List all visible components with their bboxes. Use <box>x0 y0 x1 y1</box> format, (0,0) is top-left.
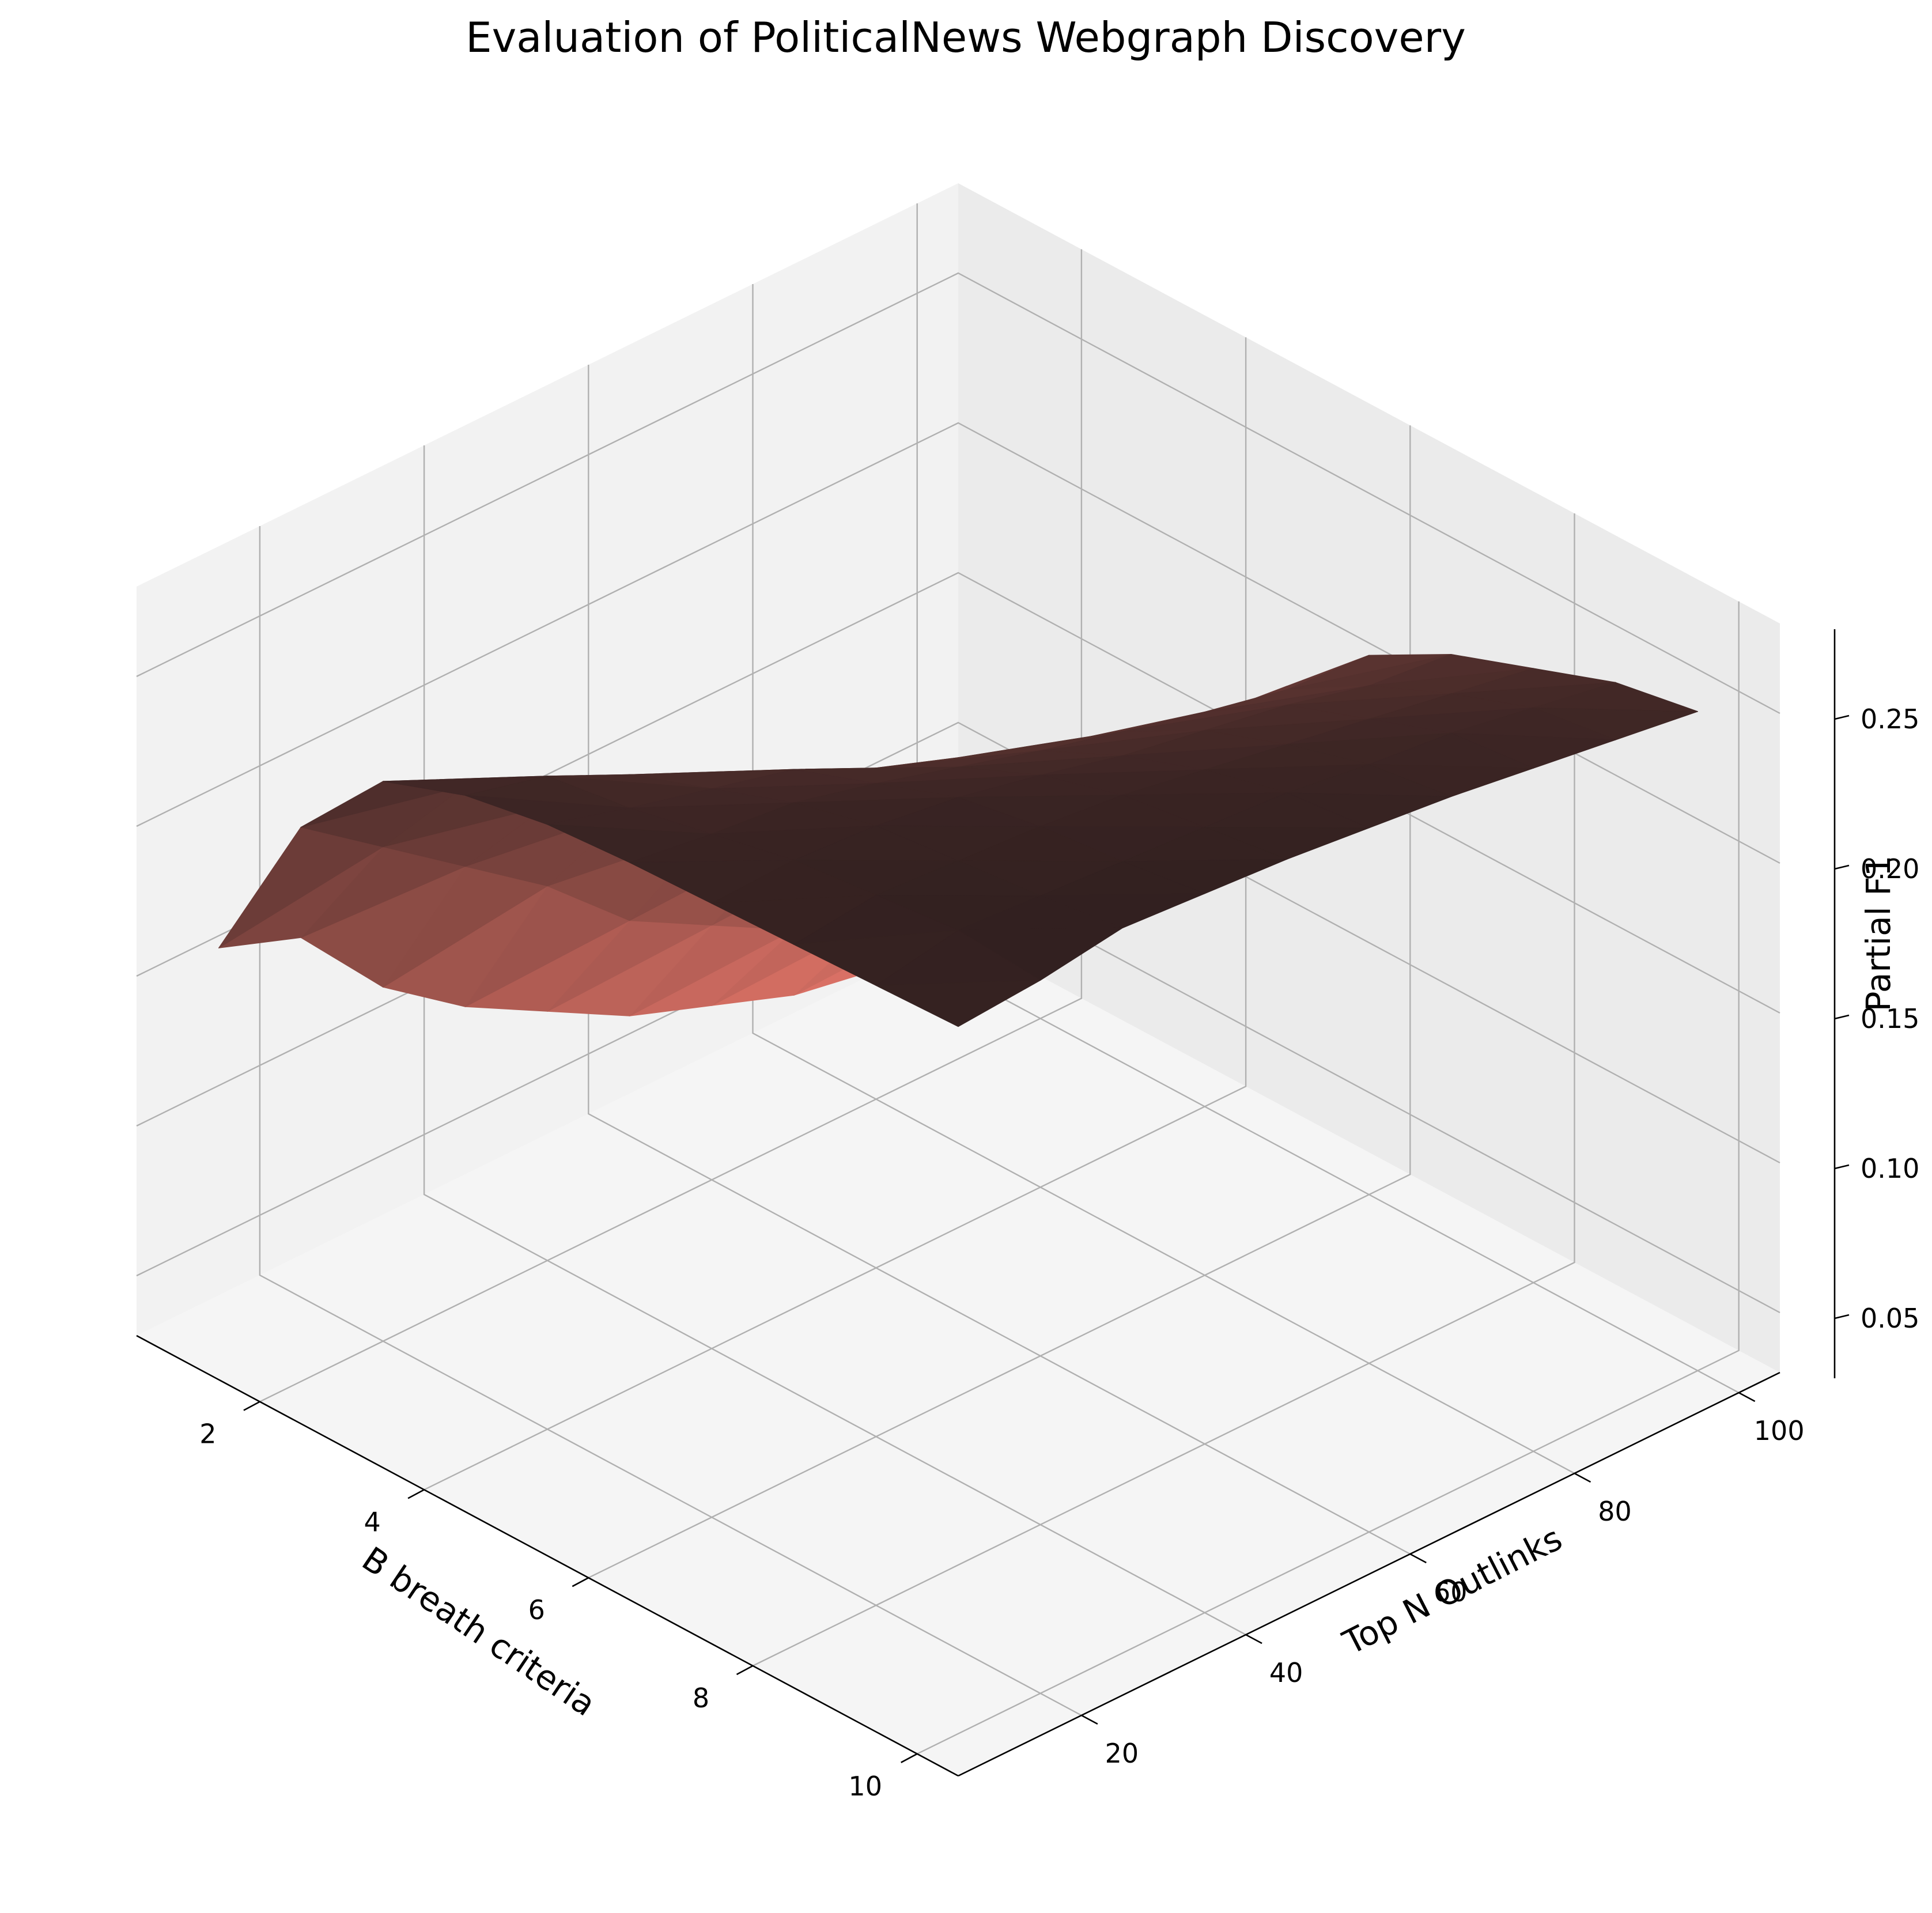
floor-pane <box>137 932 1780 1776</box>
x-gridline <box>259 249 1083 1402</box>
z-gridline <box>136 272 1780 714</box>
y-gridline <box>259 526 1082 1717</box>
y-tick-label: 100 <box>1754 1415 1805 1446</box>
z-tick-label: 0.25 <box>1861 704 1919 735</box>
x-gridline <box>917 601 1740 1755</box>
z-tick-label: 0.10 <box>1861 1153 1919 1184</box>
y-axis-line <box>958 1371 1780 1777</box>
y-tick-mark <box>1081 1714 1098 1725</box>
y-tick-mark <box>1245 1634 1262 1644</box>
x-tick-label: 10 <box>848 1771 882 1802</box>
surface-facet <box>875 980 1041 1027</box>
axis-lines <box>136 629 1836 1777</box>
y-tick-mark <box>1738 1392 1756 1402</box>
chart-title: Evaluation of PoliticalNews Webgraph Dis… <box>466 13 1466 62</box>
x-tick-label: 4 <box>364 1506 380 1537</box>
x-tick-mark <box>243 1401 260 1411</box>
x-gridline <box>424 337 1247 1491</box>
z-tick-label: 0.15 <box>1861 1003 1919 1034</box>
y-tick-mark <box>1574 1472 1591 1483</box>
z-tick-label: 0.05 <box>1861 1303 1919 1334</box>
y-tick-mark <box>1409 1553 1427 1564</box>
x-tick-label: 6 <box>528 1594 545 1625</box>
y-tick-label: 40 <box>1269 1657 1303 1688</box>
x-tick-label: 8 <box>693 1683 709 1714</box>
surface <box>218 653 1698 1027</box>
y-tick-label: 20 <box>1105 1738 1139 1769</box>
x-tick-mark <box>407 1489 425 1499</box>
x-tick-label: 2 <box>199 1419 216 1450</box>
z-tick-label: 0.20 <box>1861 853 1919 884</box>
y-gridline <box>588 365 1411 1555</box>
x-axis-line <box>136 1334 959 1777</box>
tick-labels: 2 4 6 8 10 20 40 60 80 100 0.05 0.10 0.15 0.20 0.25 <box>199 704 1919 1802</box>
z-tick-mark <box>1834 864 1850 870</box>
x-gridline <box>752 513 1575 1667</box>
x-tick-mark <box>572 1577 589 1587</box>
y-tick-label: 60 <box>1434 1576 1468 1608</box>
y-gridline <box>752 284 1575 1475</box>
z-axis-label: Partial F1 <box>1859 856 1898 1012</box>
x-tick-mark <box>736 1665 754 1676</box>
z-tick-mark <box>1834 1314 1850 1320</box>
y-gridline <box>423 445 1246 1636</box>
x-tick-mark <box>901 1753 918 1763</box>
z-tick-mark <box>1834 1014 1850 1020</box>
z-tick-mark <box>1834 1164 1850 1170</box>
y-tick-label: 80 <box>1598 1496 1632 1527</box>
z-tick-mark <box>1834 714 1850 720</box>
